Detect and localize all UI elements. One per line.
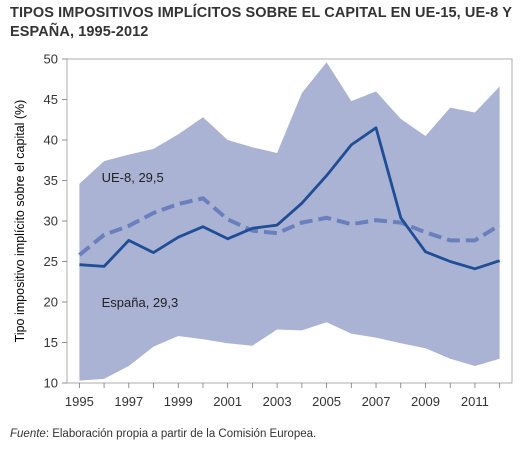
y-tick-label: 30 — [44, 214, 58, 229]
series-annotation: España, 29,3 — [102, 295, 179, 310]
chart-title: TIPOS IMPOSITIVOS IMPLÍCITOS SOBRE EL CA… — [10, 5, 512, 40]
x-tick-label: 1999 — [164, 394, 193, 409]
y-tick-label: 15 — [44, 335, 58, 350]
series-annotation: UE-8, 29,5 — [102, 170, 164, 185]
source-text: : Elaboración propia a partir de la Comi… — [45, 428, 317, 440]
source-note: Fuente: Elaboración propia a partir de l… — [10, 428, 316, 440]
x-tick-label: 1997 — [114, 394, 143, 409]
x-tick-label: 2001 — [213, 394, 242, 409]
annotations: UE-8, 29,5 España, 29,3 — [102, 170, 179, 310]
y-tick-label: 50 — [44, 52, 58, 67]
x-tick-label: 2011 — [461, 394, 489, 409]
x-tick-label: 2009 — [411, 394, 440, 409]
source-label: Fuente — [10, 428, 46, 440]
y-tick-label: 40 — [44, 133, 58, 148]
y-tick-label: 10 — [44, 376, 58, 391]
x-tick-label: 2003 — [263, 394, 292, 409]
y-tick-label: 45 — [44, 92, 58, 107]
ue8-series-line — [78, 196, 501, 257]
y-axis-label: Tipo impositivo implícito sobre el capit… — [13, 100, 27, 343]
y-tick-label: 35 — [44, 173, 58, 188]
y-axis: 10 15 20 25 30 35 40 45 50 — [44, 52, 67, 391]
range-band — [79, 62, 500, 381]
y-tick-label: 25 — [44, 254, 58, 269]
x-tick-label: 2007 — [362, 394, 391, 409]
spain-series-line — [79, 126, 501, 271]
x-tick-label: 2005 — [312, 394, 341, 409]
x-tick-label: 1995 — [65, 394, 94, 409]
x-axis: 1995 1997 1999 2001 2003 2005 2007 2009 2011 — [65, 383, 501, 409]
y-tick-label: 20 — [44, 295, 58, 310]
